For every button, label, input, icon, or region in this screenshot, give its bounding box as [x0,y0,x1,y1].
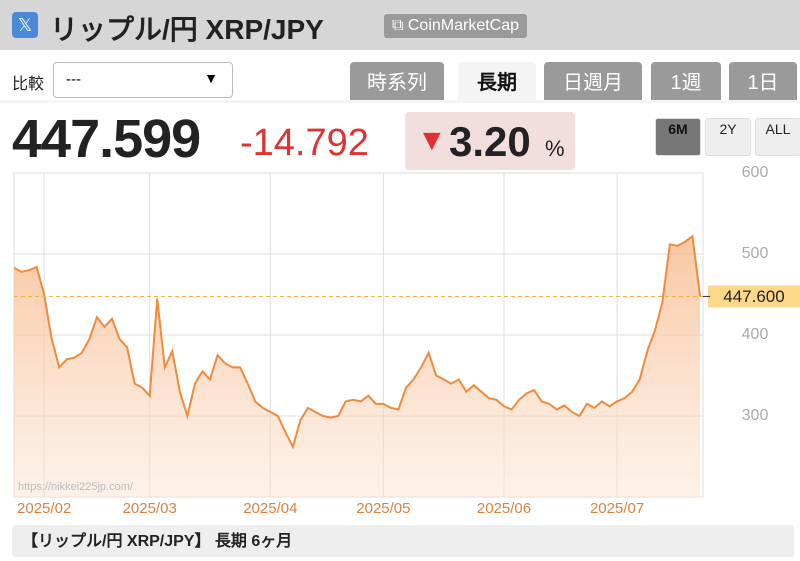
footer: 【リップル/円 XRP/JPY】 長期 6ヶ月 [12,525,794,557]
last-price: 447.599 [12,109,201,169]
current-price-box [708,285,800,308]
x-tick-label: 2025/02 [17,500,71,517]
tab[interactable]: 時系列 [350,62,444,100]
y-tick-label: 600 [742,165,769,181]
current-price-label: 447.600 [723,287,784,306]
price-line [13,234,701,450]
x-share-icon[interactable]: 𝕏 [12,12,38,38]
watermark: https://nikkei225jp.com/ [18,481,134,493]
tab[interactable]: 日週月 [544,62,642,100]
range-button[interactable]: 2Y [705,118,751,156]
y-tick-label: 300 [742,407,769,424]
compare-label: 比較 [12,76,45,93]
compare-select[interactable]: --- ▼ [53,62,233,98]
chart: 300 400 500 600 2025/02 2025/03 2025/04 2025/05… [13,165,800,517]
area-fill [14,236,700,497]
y-tick-label: 400 [742,326,769,343]
source-button[interactable]: ⧉ CoinMarketCap [384,14,528,38]
tab[interactable]: 長期 [458,62,536,100]
x-tick-label: 2025/05 [356,500,410,517]
percent-box: ▼ 3.20 % [405,112,575,170]
x-tick-label: 2025/04 [243,500,297,517]
dropdown-arrow: ▼ [204,70,218,86]
percent-value: 3.20 [449,118,531,165]
title: リップル/円 XRP/JPY [50,14,324,45]
percent-unit: % [545,136,565,161]
range-button[interactable]: 6M [655,118,701,156]
compare-value: --- [66,71,81,88]
range-button[interactable]: ALL [755,118,800,156]
x-tick-label: 2025/07 [590,500,644,517]
y-tick-label: 500 [742,245,769,262]
tab-underline [0,100,800,103]
source-label: CoinMarketCap [407,17,520,34]
x-tick-label: 2025/03 [123,500,177,517]
tab[interactable]: 1日 [729,62,797,100]
price-change: -14.792 [240,122,369,164]
down-arrow: ▼ [417,124,447,157]
x-tick-label: 2025/06 [477,500,531,517]
tab[interactable]: 1週 [651,62,721,100]
